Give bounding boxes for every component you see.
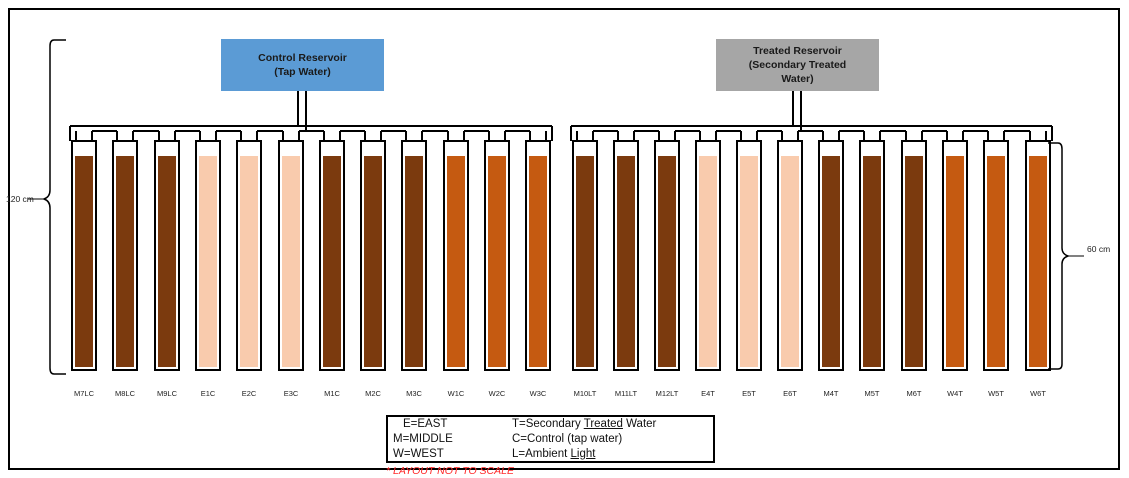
legend-treated-prefix: T=Secondary	[512, 418, 584, 430]
column-soil-fill	[323, 156, 341, 367]
control-reservoir: Control Reservoir (Tap Water)	[221, 39, 384, 91]
legend-treated-suffix: Water	[622, 418, 657, 430]
column-label: M2C	[365, 389, 381, 398]
column-soil-fill	[1029, 156, 1047, 367]
not-to-scale-note: * LAYOUT NOT TO SCALE	[386, 465, 514, 477]
legend-control: C=Control (tap water)	[512, 433, 623, 445]
legend-light: L=Ambient Light	[512, 448, 595, 460]
column-label: E1C	[201, 389, 216, 398]
column-label: W2C	[489, 389, 506, 398]
column-soil-fill	[576, 156, 594, 367]
column-label: M12LT	[656, 389, 679, 398]
control-reservoir-title: Control Reservoir	[258, 51, 347, 64]
column-label: M10LT	[574, 389, 597, 398]
column-label: M5T	[865, 389, 880, 398]
column-label: M3C	[406, 389, 422, 398]
pipe-network	[69, 91, 1053, 141]
legend-west: W=WEST	[393, 448, 444, 460]
legend-middle: M=MIDDLE	[393, 433, 453, 445]
column-label: M9LC	[157, 389, 178, 398]
column-labels: M7LC M8LC M9LC E1C E2C E3C M1C M2C M3C W1C W2C W3C M…	[74, 389, 1046, 398]
column-label: W3C	[530, 389, 547, 398]
column-label: W4T	[947, 389, 963, 398]
column-soil-fill	[405, 156, 423, 367]
legend-east: E=EAST	[403, 418, 448, 430]
column-soil-fill	[75, 156, 93, 367]
column-soil-fill	[617, 156, 635, 367]
column-soil-fill	[282, 156, 300, 367]
column-label: E6T	[783, 389, 797, 398]
column-label: M1C	[324, 389, 340, 398]
diagram-frame	[8, 8, 1120, 470]
control-reservoir-subtitle: (Tap Water)	[274, 66, 331, 78]
left-dimension-brace	[41, 39, 66, 375]
column-soil-fill	[863, 156, 881, 367]
column-soil-fill	[946, 156, 964, 367]
column-label: M6T	[907, 389, 922, 398]
column-label: W5T	[988, 389, 1004, 398]
column-soil-fill	[116, 156, 134, 367]
column-soil-fill	[158, 156, 176, 367]
left-dimension-label: 120 cm	[6, 194, 34, 204]
column-label: M7LC	[74, 389, 95, 398]
legend-light-underlined: Light	[570, 448, 596, 460]
treated-reservoir-subtitle-2: Water)	[781, 73, 814, 86]
column-label: M11LT	[615, 389, 638, 398]
column-soil-fill	[781, 156, 799, 367]
column-soil-fill	[488, 156, 506, 367]
column-soil-fill	[529, 156, 547, 367]
column-label: E3C	[284, 389, 299, 398]
column-soil-fill	[199, 156, 217, 367]
soil-columns	[71, 140, 1051, 371]
column-label: M4T	[824, 389, 839, 398]
treated-reservoir-subtitle-1: (Secondary Treated	[748, 58, 847, 71]
column-soil-fill	[699, 156, 717, 367]
column-label: E2C	[242, 389, 257, 398]
column-label: W6T	[1030, 389, 1046, 398]
column-soil-fill	[364, 156, 382, 367]
dimension-markers: 120 cm 60 cm	[6, 39, 1110, 375]
right-dimension-label: 60 cm	[1087, 244, 1110, 254]
column-label: W1C	[448, 389, 465, 398]
legend-light-prefix: L=Ambient	[512, 448, 571, 460]
column-soil-fill	[822, 156, 840, 367]
column-soil-fill	[240, 156, 258, 367]
column-label: E4T	[701, 389, 715, 398]
treated-reservoir-title: Treated Reservoir	[753, 44, 842, 57]
legend-treated: T=Secondary Treated Water	[512, 418, 656, 430]
legend-treated-underlined: Treated	[583, 418, 623, 430]
legend-box: E=EAST M=MIDDLE W=WEST T=Secondary Treat…	[386, 415, 715, 463]
column-soil-fill	[905, 156, 923, 367]
treated-reservoir: Treated Reservoir (Secondary Treated Wat…	[716, 39, 879, 91]
column-label: M8LC	[115, 389, 136, 398]
column-label: E5T	[742, 389, 756, 398]
column-soil-fill	[740, 156, 758, 367]
column-soil-fill	[447, 156, 465, 367]
column-soil-fill	[658, 156, 676, 367]
column-soil-fill	[987, 156, 1005, 367]
